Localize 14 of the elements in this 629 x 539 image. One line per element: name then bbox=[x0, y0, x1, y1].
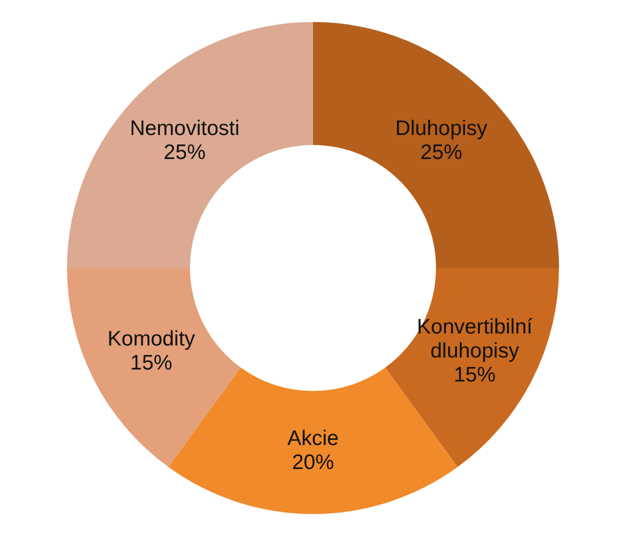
data-label: 15% bbox=[130, 352, 172, 375]
data-label: 20% bbox=[292, 450, 334, 474]
slice-label: Akcie bbox=[287, 426, 339, 450]
data-label: 25% bbox=[420, 141, 462, 164]
donut-slice bbox=[67, 268, 241, 468]
donut-slice bbox=[313, 22, 559, 268]
donut-slice bbox=[385, 268, 559, 468]
slice-label: Nemovitosti bbox=[130, 117, 240, 140]
slice-label: Komodity bbox=[108, 328, 196, 351]
slice-label: Dluhopisy bbox=[395, 117, 488, 140]
donut-slice bbox=[67, 22, 313, 268]
data-label: 25% bbox=[164, 141, 206, 164]
data-label: 15% bbox=[454, 364, 496, 387]
slice-label: Konvertibilní dluhopisy bbox=[416, 316, 533, 363]
